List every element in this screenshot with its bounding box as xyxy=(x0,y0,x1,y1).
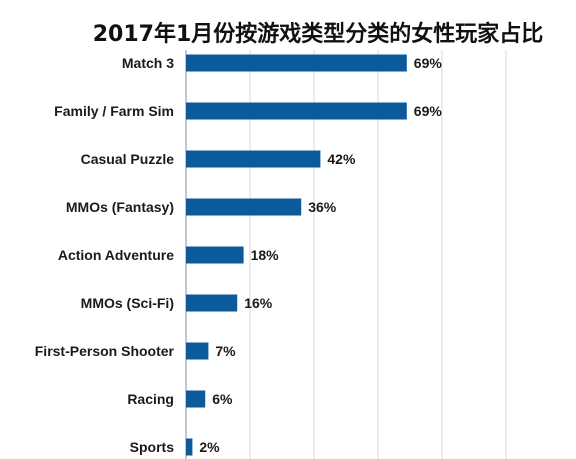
category-label: Match 3 xyxy=(122,55,174,71)
bars xyxy=(186,54,407,456)
value-label: 7% xyxy=(215,343,236,359)
value-label: 36% xyxy=(308,199,337,215)
category-label: Action Adventure xyxy=(58,247,174,263)
category-label: Casual Puzzle xyxy=(81,151,175,167)
category-label: MMOs (Sci-Fi) xyxy=(81,295,174,311)
bar xyxy=(186,198,302,216)
category-label: Family / Farm Sim xyxy=(54,103,174,119)
value-labels: 69% 69% 42% 36% 18% 16% 7% 6% 2% xyxy=(199,55,442,455)
bar xyxy=(186,390,206,408)
bar xyxy=(186,102,407,120)
value-label: 69% xyxy=(414,55,443,71)
value-label: 42% xyxy=(327,151,356,167)
value-label: 6% xyxy=(212,391,233,407)
value-label: 2% xyxy=(199,439,220,455)
value-label: 16% xyxy=(244,295,273,311)
category-label: First-Person Shooter xyxy=(35,343,175,359)
category-label: Sports xyxy=(130,439,175,455)
bar xyxy=(186,150,321,168)
bar xyxy=(186,438,193,456)
category-label: MMOs (Fantasy) xyxy=(66,199,174,215)
value-label: 69% xyxy=(414,103,443,119)
value-label: 18% xyxy=(251,247,280,263)
bar xyxy=(186,294,238,312)
chart-title: 2017年1月份按游戏类型分类的女性玩家占比 xyxy=(93,21,544,47)
category-labels: Match 3 Family / Farm Sim Casual Puzzle MMO… xyxy=(35,55,175,455)
bar xyxy=(186,342,209,360)
category-label: Racing xyxy=(127,391,174,407)
bar xyxy=(186,246,244,264)
bar xyxy=(186,54,407,72)
